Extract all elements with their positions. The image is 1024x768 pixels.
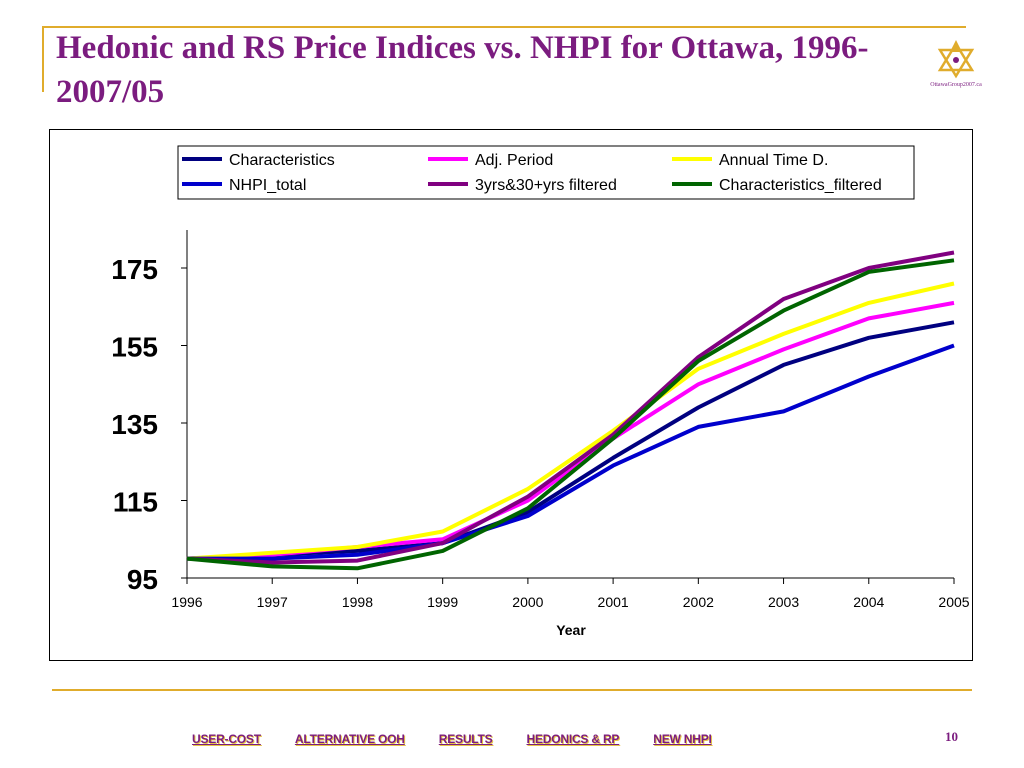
legend-label: Annual Time D.	[719, 152, 828, 169]
left-rule	[42, 26, 44, 92]
x-tick-label: 2001	[598, 594, 629, 610]
x-tick-label: 1996	[171, 594, 202, 610]
legend-label: Characteristics	[229, 152, 335, 169]
y-tick-label: 175	[111, 254, 158, 285]
slide-title: Hedonic and RS Price Indices vs. NHPI fo…	[56, 30, 869, 110]
legend-label: NHPI_total	[229, 177, 306, 194]
series-line	[186, 281, 955, 561]
bottom-rule	[52, 689, 972, 691]
series-line	[186, 320, 955, 561]
x-tick-label: 2004	[853, 594, 884, 610]
nav-link-alternative-ooh[interactable]: ALTERNATIVE OOH	[294, 732, 405, 746]
nav-link-user-cost[interactable]: USER-COST	[192, 732, 261, 746]
chart-panel: Characteristics Adj. Period Annual Time D.…	[49, 129, 973, 661]
nav-link-new-nhpi[interactable]: NEW NHPI	[653, 732, 712, 746]
top-rule	[42, 26, 966, 28]
nav-link-hedonics-rp[interactable]: HEDONICS & RP	[526, 732, 620, 746]
x-tick-label: 1999	[427, 594, 458, 610]
page-number: 10	[945, 729, 958, 744]
series-line	[187, 343, 955, 561]
svg-text:OttawaGroup2007.ca: OttawaGroup2007.ca	[930, 82, 982, 88]
series-line	[186, 300, 955, 561]
legend-label: Characteristics_filtered	[719, 177, 882, 194]
y-tick-label: 95	[127, 564, 158, 595]
y-tick-label: 135	[111, 409, 158, 440]
x-axis: 1996 1997 1998 1999 2000 2001 2002 2003 2004 2005	[171, 578, 970, 610]
x-tick-label: 2005	[938, 594, 969, 610]
legend-box	[177, 145, 915, 200]
logo: OttawaGroup2007.ca	[926, 36, 986, 96]
series-line	[186, 258, 955, 571]
line-chart: Characteristics Adj. Period Annual Time D.…	[111, 145, 970, 638]
y-axis: 95 115 135 155 175	[111, 254, 187, 595]
legend-label: 3yrs&30+yrs filtered	[475, 177, 617, 194]
x-tick-label: 2002	[683, 594, 714, 610]
legend-label: Adj. Period	[475, 152, 553, 169]
x-tick-label: 2003	[768, 594, 799, 610]
footer-nav: USER-COST ALTERNATIVE OOH RESULTS HEDONI…	[192, 732, 746, 746]
y-tick-label: 155	[111, 332, 158, 363]
series-line	[186, 250, 955, 565]
x-tick-label: 2000	[512, 594, 543, 610]
series-lines	[186, 250, 955, 571]
nav-link-results[interactable]: RESULTS	[438, 732, 493, 746]
x-axis-label: Year	[556, 622, 586, 638]
x-tick-label: 1998	[342, 594, 373, 610]
legend: Characteristics Adj. Period Annual Time D.…	[182, 152, 882, 194]
y-tick-label: 115	[113, 487, 158, 518]
x-tick-label: 1997	[257, 594, 288, 610]
